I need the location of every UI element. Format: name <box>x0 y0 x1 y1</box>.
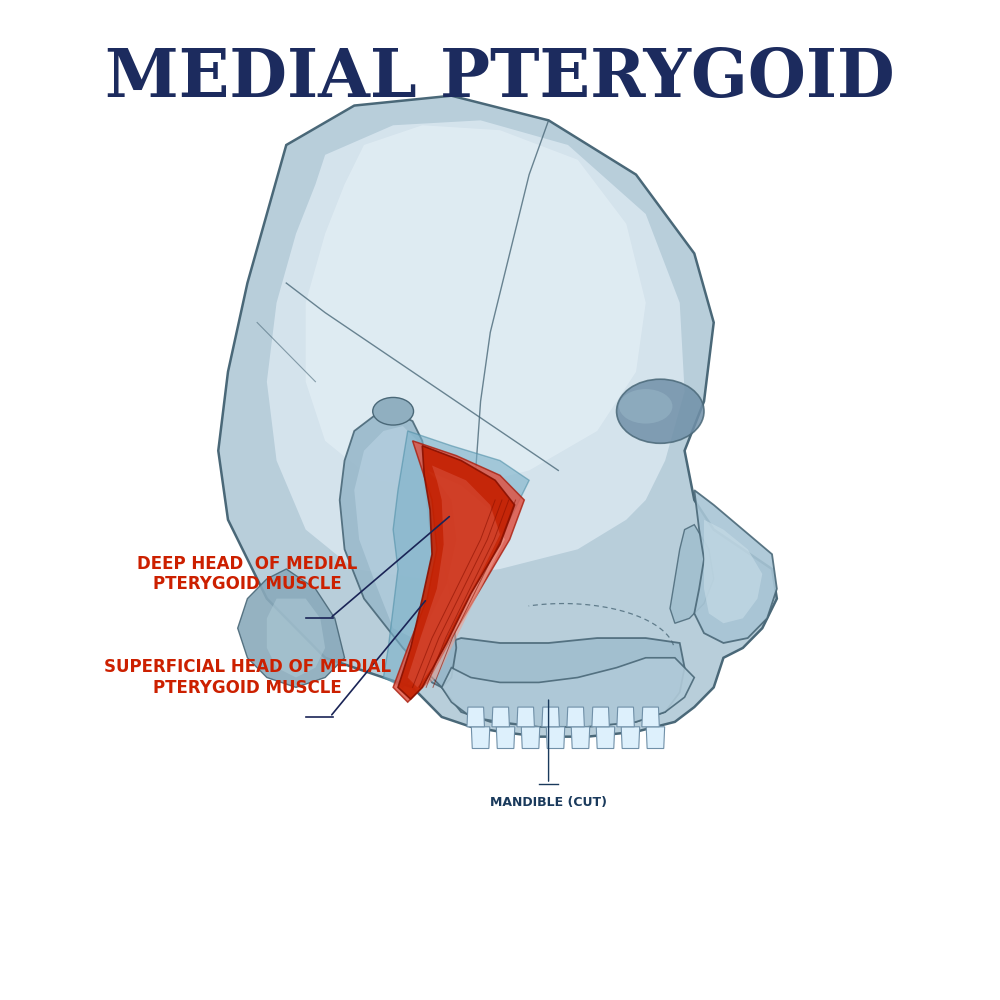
Polygon shape <box>393 441 524 702</box>
Polygon shape <box>567 707 584 727</box>
Polygon shape <box>596 727 615 748</box>
Text: SUPERFICIAL HEAD OF MEDIAL
PTERYGOID MUSCLE: SUPERFICIAL HEAD OF MEDIAL PTERYGOID MUS… <box>104 658 391 697</box>
Polygon shape <box>621 727 640 748</box>
Polygon shape <box>704 520 762 623</box>
Polygon shape <box>517 707 534 727</box>
Polygon shape <box>238 569 345 687</box>
Polygon shape <box>521 727 540 748</box>
Polygon shape <box>442 658 694 727</box>
Polygon shape <box>496 727 515 748</box>
Polygon shape <box>398 446 515 699</box>
Polygon shape <box>306 125 646 490</box>
Polygon shape <box>571 727 590 748</box>
Polygon shape <box>694 490 777 643</box>
Polygon shape <box>546 727 565 748</box>
Polygon shape <box>492 707 509 727</box>
Polygon shape <box>471 727 490 748</box>
Polygon shape <box>646 727 665 748</box>
Polygon shape <box>670 525 714 623</box>
Text: MANDIBLE (CUT): MANDIBLE (CUT) <box>490 796 607 809</box>
Polygon shape <box>383 431 529 687</box>
Text: DEEP HEAD  OF MEDIAL
PTERYGOID MUSCLE: DEEP HEAD OF MEDIAL PTERYGOID MUSCLE <box>137 555 358 593</box>
Polygon shape <box>218 96 777 737</box>
Polygon shape <box>542 707 559 727</box>
Polygon shape <box>642 707 659 727</box>
Ellipse shape <box>617 379 704 443</box>
Polygon shape <box>592 707 609 727</box>
Polygon shape <box>617 707 634 727</box>
Ellipse shape <box>619 389 672 424</box>
Polygon shape <box>408 470 505 692</box>
Polygon shape <box>267 599 325 678</box>
Polygon shape <box>408 465 500 687</box>
Polygon shape <box>267 120 685 579</box>
Polygon shape <box>422 638 685 727</box>
Ellipse shape <box>373 397 414 425</box>
Polygon shape <box>354 426 437 638</box>
Polygon shape <box>467 707 484 727</box>
Text: MEDIAL PTERYGOID: MEDIAL PTERYGOID <box>105 46 895 111</box>
Polygon shape <box>340 411 456 687</box>
